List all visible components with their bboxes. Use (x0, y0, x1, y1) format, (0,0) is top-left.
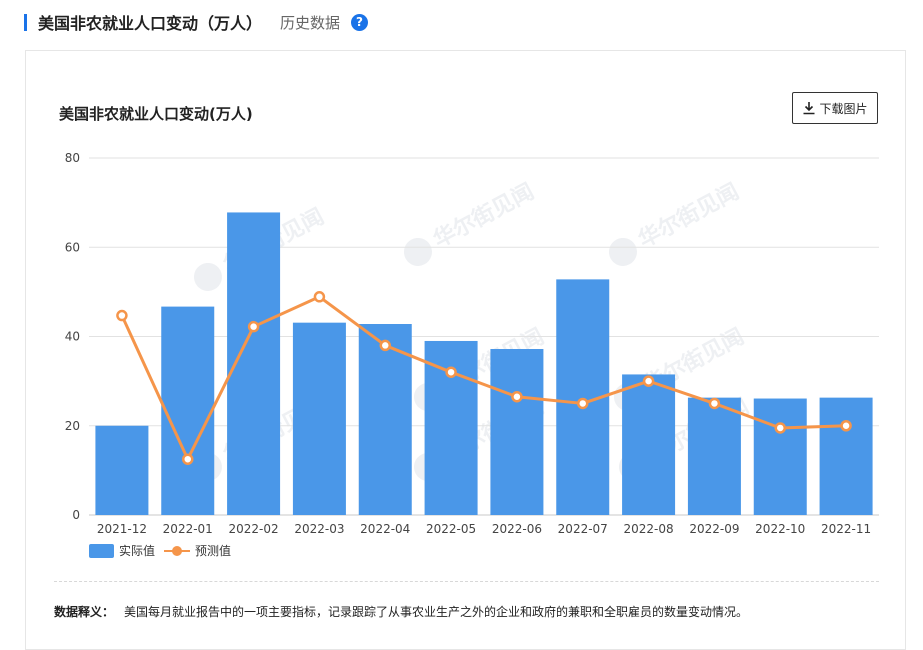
bar (292, 322, 346, 515)
forecast-point (116, 309, 128, 322)
divider (54, 581, 879, 582)
x-tick-label: 2022-05 (426, 522, 476, 536)
help-icon[interactable]: ? (351, 13, 369, 31)
x-tick-label: 2022-11 (821, 522, 871, 536)
download-image-button[interactable]: 下载图片 (792, 92, 878, 124)
bar (753, 398, 807, 515)
legend-label: 实际值 (119, 543, 155, 558)
forecast-point (445, 366, 457, 378)
y-tick-label: 0 (72, 508, 80, 522)
bar (161, 306, 215, 515)
history-data-link[interactable]: 历史数据 (280, 13, 341, 32)
download-label: 下载图片 (819, 101, 868, 116)
accent-bar (24, 13, 27, 31)
download-icon (803, 102, 815, 115)
legend-swatch-point (172, 546, 182, 556)
bar (687, 397, 741, 515)
forecast-point (708, 397, 721, 410)
x-tick-label: 2022-02 (229, 522, 279, 536)
forecast-point (379, 339, 391, 352)
forecast-point (774, 422, 786, 434)
forecast-point (182, 453, 194, 465)
forecast-point (840, 420, 852, 432)
y-tick-label: 80 (65, 151, 80, 165)
x-tick-label: 2022-06 (492, 522, 542, 536)
section-title: 美国非农就业人口变动（万人） (38, 14, 263, 33)
x-tick-label: 2022-03 (294, 522, 344, 536)
bar (358, 324, 412, 515)
description-label: 数据释义： (54, 605, 115, 619)
x-tick-label: 2022-07 (558, 522, 608, 536)
x-tick-label: 2022-01 (163, 522, 213, 536)
legend-swatch-bar (89, 544, 114, 558)
x-tick-label: 2022-04 (360, 522, 410, 536)
x-tick-label: 2021-12 (97, 522, 147, 536)
bar (819, 397, 873, 515)
chart-panel: 华尔街见闻 华尔街见闻 华尔街见闻 华尔街见闻 华尔街见闻 华尔街见闻 华尔街见… (25, 50, 906, 650)
x-tick-label: 2022-09 (689, 522, 739, 536)
y-tick-label: 20 (65, 419, 80, 433)
forecast-point (313, 291, 326, 303)
section-header: 美国非农就业人口变动（万人） 历史数据 ? (24, 8, 369, 36)
bar (622, 374, 676, 515)
bar (95, 425, 149, 515)
bar (490, 348, 544, 515)
y-tick-label: 40 (65, 330, 80, 344)
forecast-point (577, 397, 589, 410)
forecast-point (642, 375, 655, 387)
legend-label: 预测值 (195, 543, 231, 558)
x-tick-label: 2022-10 (755, 522, 805, 536)
y-tick-label: 60 (65, 240, 80, 254)
chart-title: 美国非农就业人口变动(万人) (59, 105, 253, 123)
description-text: 美国每月就业报告中的一项主要指标，记录跟踪了从事农业生产之外的企业和政府的兼职和… (124, 605, 749, 619)
data-description: 数据释义： 美国每月就业报告中的一项主要指标，记录跟踪了从事农业生产之外的企业和政… (54, 603, 748, 620)
forecast-point (247, 320, 260, 333)
x-tick-label: 2022-08 (624, 522, 674, 536)
forecast-line (120, 295, 847, 461)
forecast-point (511, 390, 523, 403)
chart-canvas: 0 20 40 60 80 2021-12 2022-01 2022-02 2022-03 202… (65, 151, 879, 558)
